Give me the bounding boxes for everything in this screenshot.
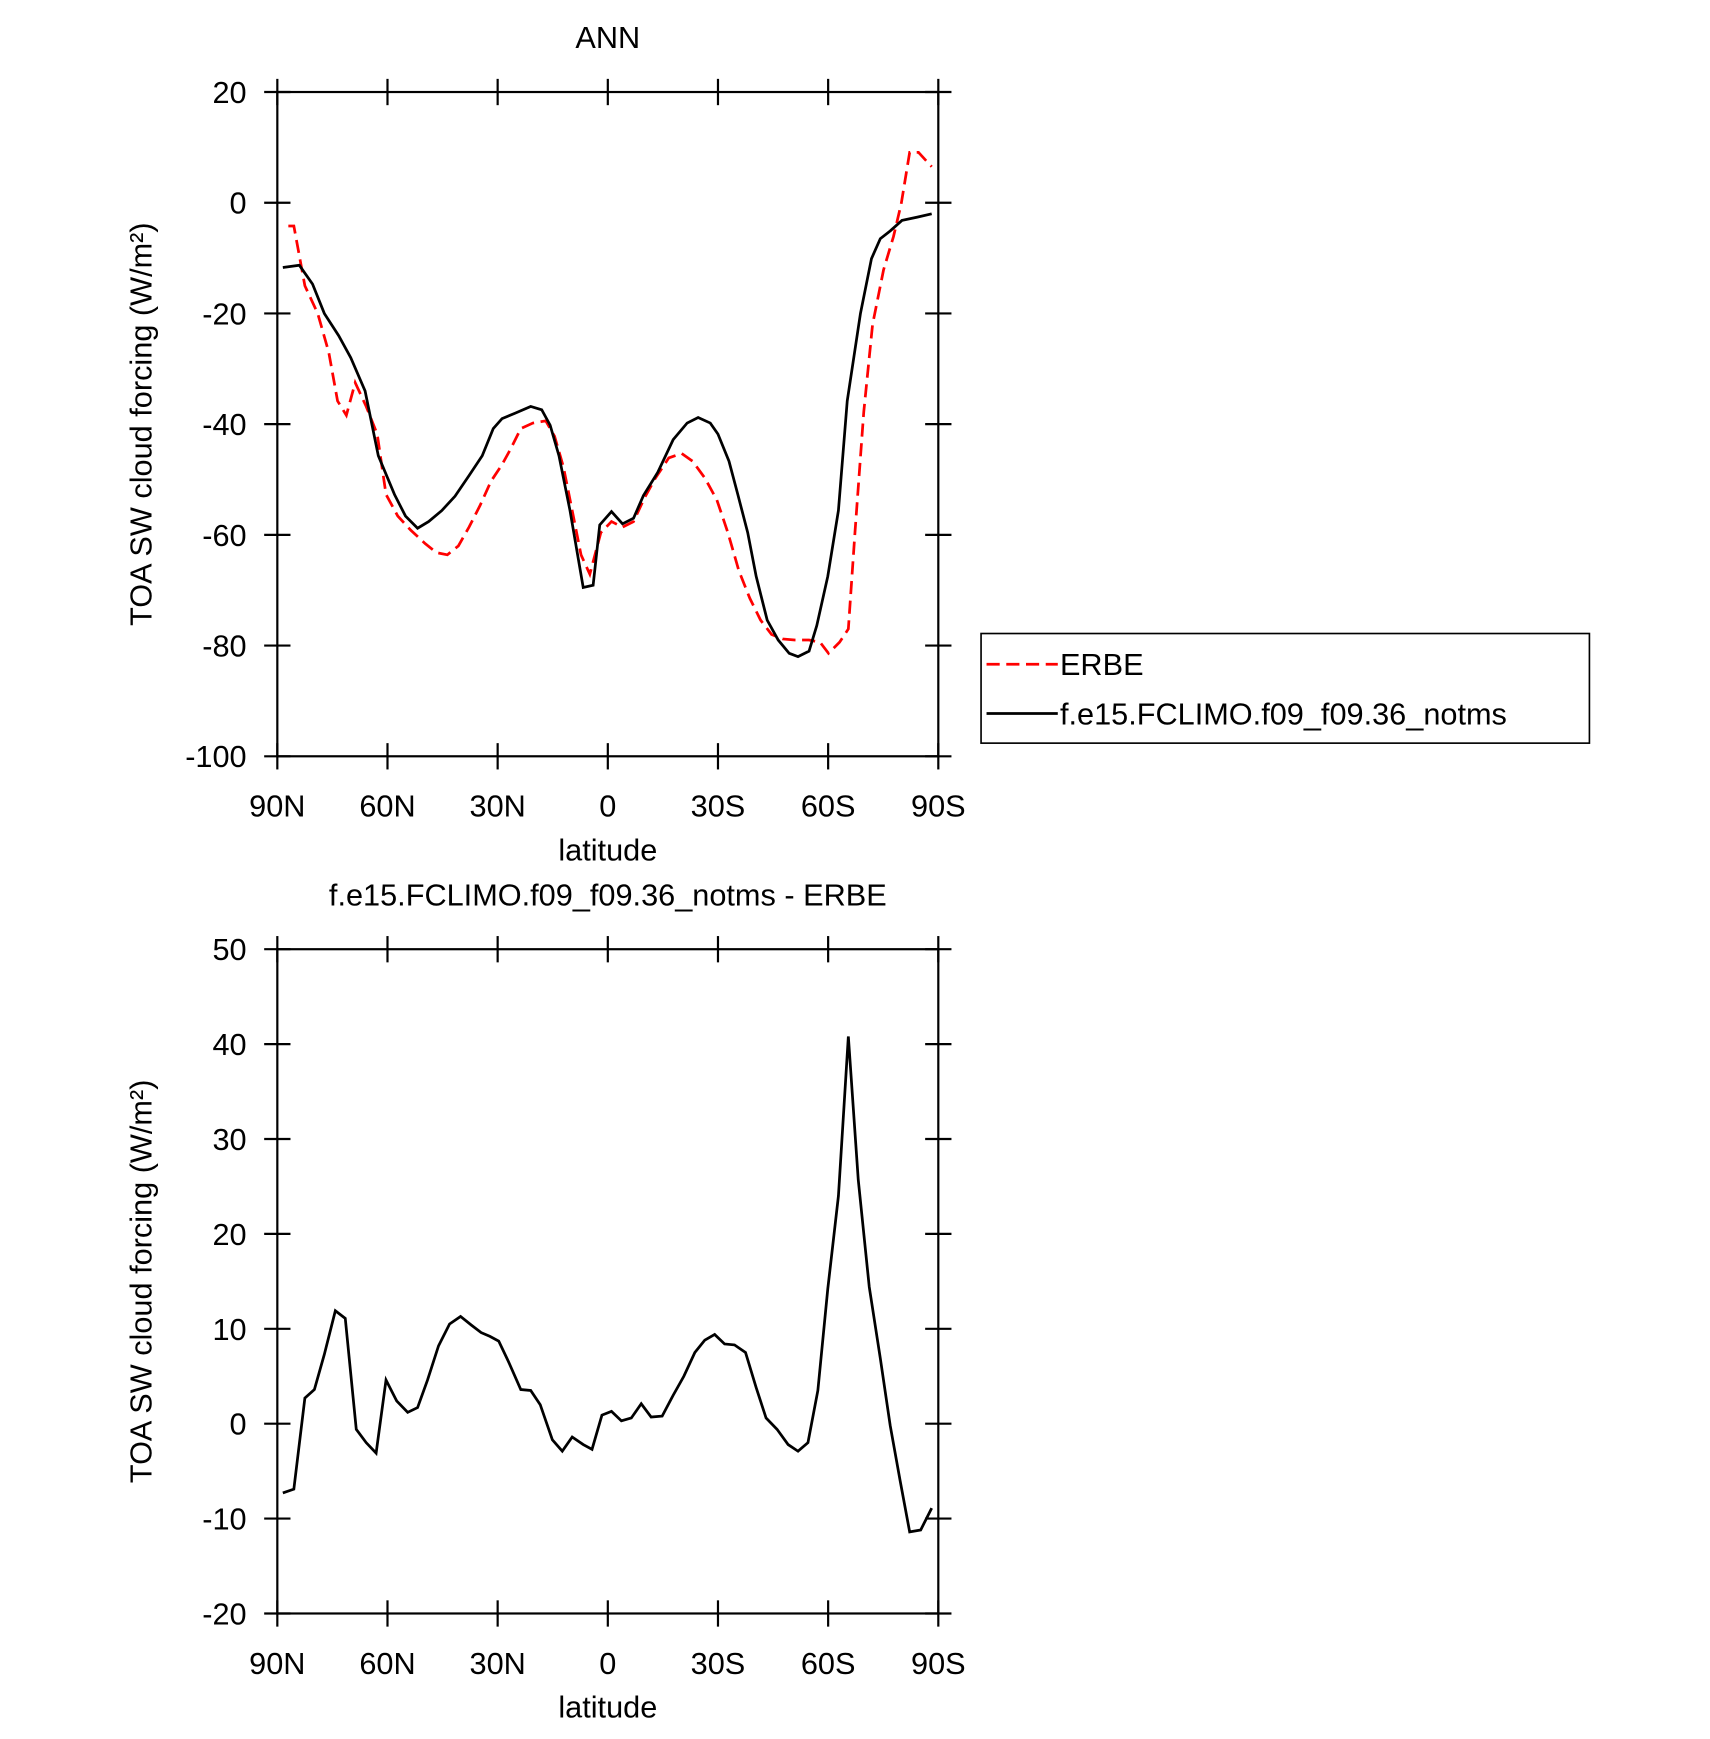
x-tick-label: 90N — [249, 1646, 305, 1681]
x-tick-label: 30S — [691, 1646, 746, 1681]
y-tick-label: -100 — [185, 739, 246, 774]
x-tick-label: 30N — [470, 1646, 526, 1681]
legend-box — [980, 632, 1591, 744]
x-tick-label: 30N — [470, 789, 526, 824]
x-tick-label: 90S — [911, 789, 966, 824]
data-line — [282, 212, 933, 659]
y-axis-label: TOA SW cloud forcing (W/m²) — [123, 222, 158, 626]
plot-frame — [276, 90, 940, 758]
x-tick-label: 90S — [911, 1646, 966, 1681]
x-tick-label: 60S — [801, 1646, 856, 1681]
y-tick-label: -20 — [202, 296, 246, 331]
y-tick-label: 0 — [230, 1407, 247, 1442]
x-tick-label: 0 — [599, 789, 616, 824]
y-tick-label: 20 — [212, 75, 246, 110]
legend-label: ERBE — [1060, 647, 1144, 682]
y-tick-label: 50 — [212, 932, 246, 967]
y-tick-label: 0 — [230, 186, 247, 221]
chart-title: f.e15.FCLIMO.f09_f09.36_notms - ERBE — [329, 877, 887, 912]
y-axis-label: TOA SW cloud forcing (W/m²) — [123, 1080, 158, 1484]
x-axis-label: latitude — [558, 832, 657, 867]
y-tick-label: 30 — [212, 1122, 246, 1157]
x-tick-label: 30S — [691, 789, 746, 824]
y-tick-label: 10 — [212, 1312, 246, 1347]
y-tick-label: -80 — [202, 629, 246, 664]
x-tick-label: 60N — [359, 1646, 415, 1681]
y-tick-label: -40 — [202, 407, 246, 442]
y-tick-label: 20 — [212, 1217, 246, 1252]
data-line — [282, 1036, 933, 1534]
data-line — [288, 150, 933, 656]
y-tick-label: -60 — [202, 518, 246, 553]
y-tick-label: -10 — [202, 1502, 246, 1537]
x-axis-label: latitude — [558, 1690, 657, 1725]
plot-frame — [276, 948, 940, 1615]
y-tick-label: -20 — [202, 1596, 246, 1631]
x-tick-label: 90N — [249, 789, 305, 824]
x-tick-label: 60N — [359, 789, 415, 824]
x-tick-label: 60S — [801, 789, 856, 824]
legend-label: f.e15.FCLIMO.f09_f09.36_notms — [1060, 697, 1507, 732]
chart-title: ANN — [575, 20, 640, 55]
y-tick-label: 40 — [212, 1027, 246, 1062]
x-tick-label: 0 — [599, 1646, 616, 1681]
